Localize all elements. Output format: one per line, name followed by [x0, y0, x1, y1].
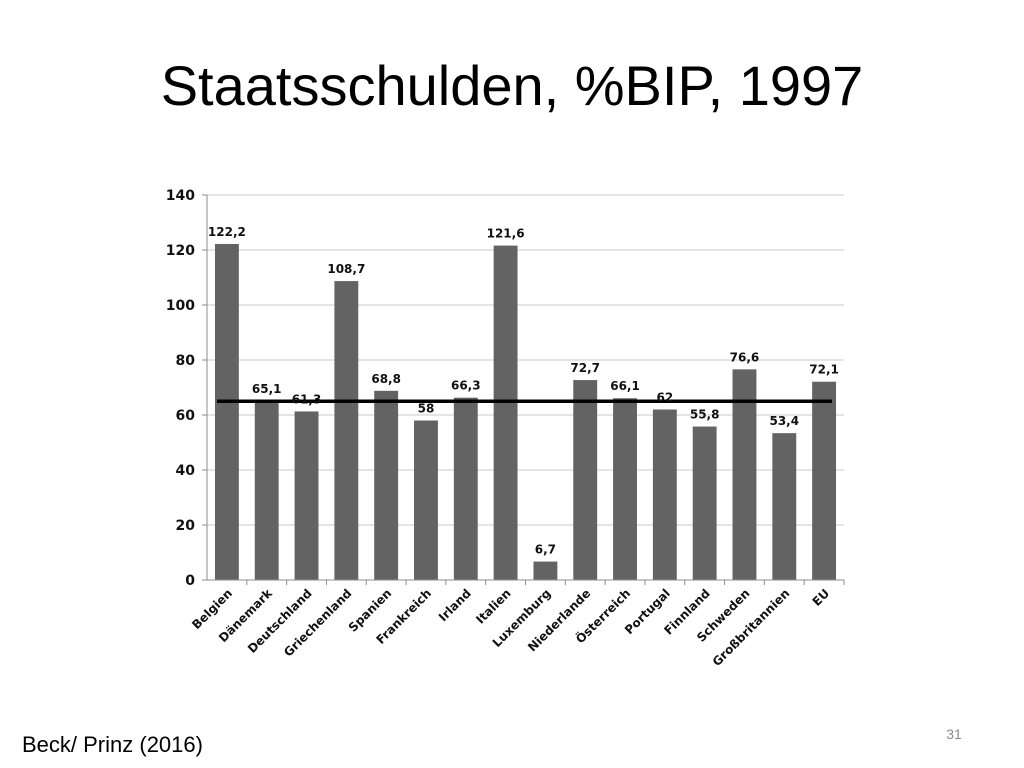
- bar: [254, 400, 279, 580]
- data-label: 76,6: [730, 350, 760, 364]
- bar: [214, 243, 239, 580]
- data-label: 62: [656, 391, 673, 405]
- bar: [453, 397, 478, 580]
- y-tick-label: 100: [166, 298, 195, 314]
- y-tick-label: 20: [176, 518, 196, 534]
- bar: [652, 409, 677, 580]
- data-label: 72,7: [570, 361, 600, 375]
- bar: [812, 381, 837, 580]
- bar: [613, 398, 637, 580]
- bar: [414, 420, 438, 580]
- bars-layer: [214, 243, 837, 580]
- y-tick-label: 60: [176, 408, 196, 424]
- data-label: 66,3: [451, 379, 481, 393]
- category-label: Großbritannien: [710, 586, 793, 669]
- bar: [573, 380, 598, 580]
- bar: [772, 433, 797, 580]
- data-label: 66,1: [610, 379, 640, 393]
- slide-number: 31: [946, 726, 962, 742]
- data-label: 58: [418, 402, 435, 416]
- bar: [334, 281, 359, 580]
- y-tick-label: 140: [166, 188, 195, 204]
- y-tick-label: 0: [185, 573, 195, 589]
- category-label: EU: [810, 586, 833, 609]
- data-label: 72,1: [809, 363, 839, 377]
- axis-layer: 0 20 40 60 80 100 120 140: [166, 188, 845, 589]
- data-label: 61,3: [292, 392, 322, 406]
- category-label: Italien: [473, 586, 513, 626]
- data-label: 108,7: [327, 262, 365, 276]
- bar: [692, 426, 717, 580]
- y-tick-label: 120: [166, 243, 195, 259]
- data-label: 68,8: [371, 372, 401, 386]
- bar: [533, 561, 558, 580]
- bar: [294, 411, 319, 580]
- bar: [374, 390, 399, 580]
- data-label: 122,2: [208, 225, 246, 239]
- bar: [732, 369, 757, 580]
- source-note: Beck/ Prinz (2016): [22, 732, 203, 757]
- data-label: 55,8: [690, 408, 720, 422]
- y-tick-label: 40: [176, 463, 196, 479]
- data-label: 121,6: [487, 227, 525, 241]
- y-tick-label: 80: [176, 353, 196, 369]
- data-label: 65,1: [252, 382, 282, 396]
- category-label: Griechenland: [281, 586, 354, 659]
- data-label: 6,7: [535, 543, 556, 557]
- category-label: Irland: [436, 586, 474, 624]
- slide-title: Staatsschulden, %BIP, 1997: [160, 54, 864, 117]
- bar: [493, 245, 518, 580]
- data-label: 53,4: [769, 414, 799, 428]
